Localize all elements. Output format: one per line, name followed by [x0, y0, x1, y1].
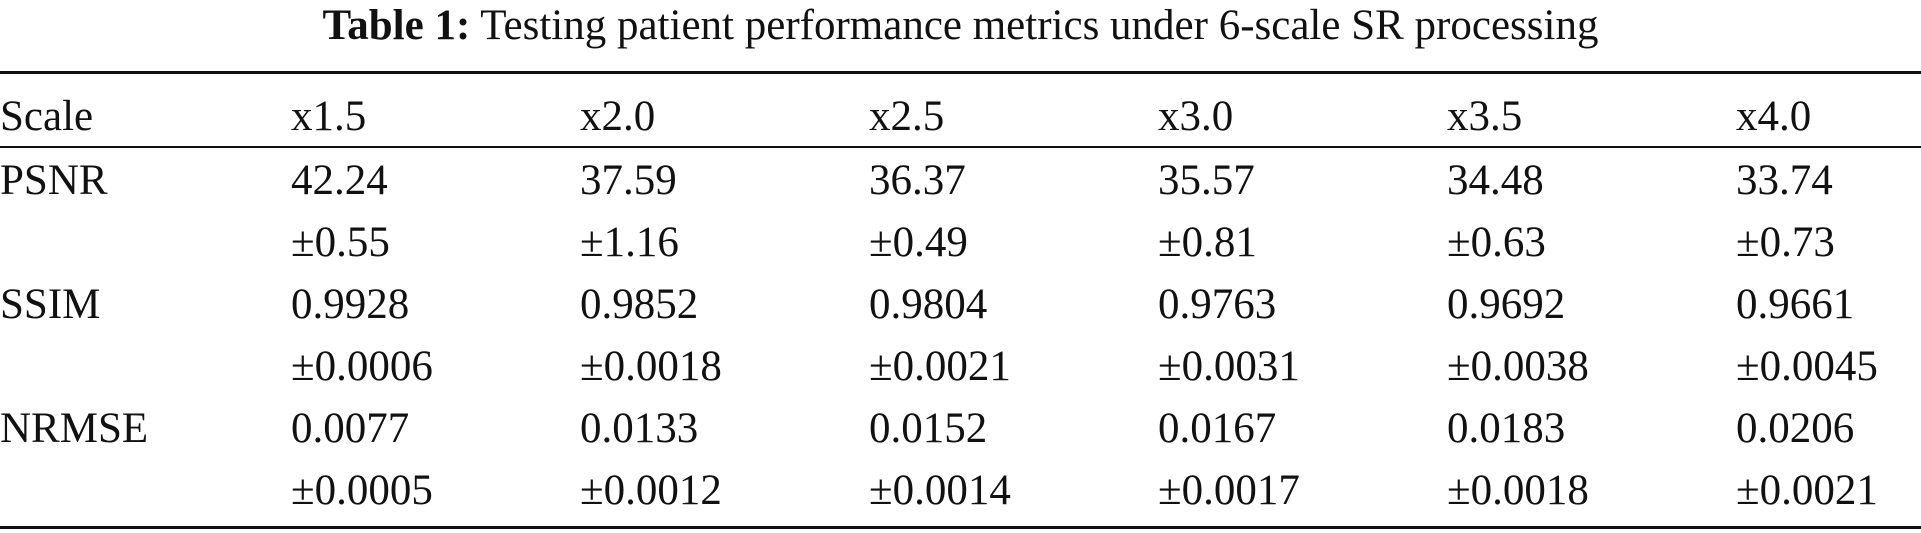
table-caption-label: Table 1:: [322, 2, 471, 49]
table-cell: 0.0167: [1158, 405, 1277, 452]
table-cell: 0.0206: [1736, 405, 1855, 452]
table-caption-text: Testing patient performance metrics unde…: [480, 2, 1599, 49]
table-cell: 0.9852: [580, 281, 699, 328]
table-cell: ±0.81: [1158, 219, 1257, 266]
table-cell: 37.59: [580, 157, 677, 204]
table-bottom-rule: [0, 526, 1921, 529]
table-cell: ±0.0031: [1158, 343, 1300, 390]
table-row-nrmse-sd: ±0.0005 ±0.0012 ±0.0014 ±0.0017 ±0.0018 …: [0, 460, 1921, 522]
table-cell: 0.9804: [869, 281, 988, 328]
metrics-table: Scale x1.5 x2.0 x2.5 x3.0 x3.5 x4.0 PSNR…: [0, 86, 1921, 522]
table-row-psnr-sd: ±0.55 ±1.16 ±0.49 ±0.81 ±0.63 ±0.73: [0, 212, 1921, 274]
table-cell-empty: [0, 212, 291, 274]
table-cell: 0.0077: [291, 405, 410, 452]
table-cell: 34.48: [1447, 157, 1544, 204]
table-cell: 33.74: [1736, 157, 1833, 204]
table-header-row: Scale x1.5 x2.0 x2.5 x3.0 x3.5 x4.0: [0, 86, 1921, 146]
table-caption: Table 1: Testing patient performance met…: [0, 2, 1921, 50]
table-cell: ±0.0021: [1736, 467, 1878, 514]
table-cell: ±0.55: [291, 219, 390, 266]
header-cell-scale: Scale: [0, 92, 94, 140]
table-cell: ±0.0014: [869, 467, 1011, 514]
table-cell: ±0.0018: [1447, 467, 1589, 514]
header-cell-x4-0: x4.0: [1736, 92, 1812, 140]
table-cell: ±0.0038: [1447, 343, 1589, 390]
header-cell-x1-5: x1.5: [291, 92, 367, 140]
table-row-ssim-sd: ±0.0006 ±0.0018 ±0.0021 ±0.0031 ±0.0038 …: [0, 336, 1921, 398]
header-cell-x3-0: x3.0: [1158, 92, 1234, 140]
header-cell-x2-0: x2.0: [580, 92, 656, 140]
table-cell: 0.9692: [1447, 281, 1566, 328]
table-cell-empty: [0, 460, 291, 522]
table-row-ssim-mean: SSIM 0.9928 0.9852 0.9804 0.9763 0.9692 …: [0, 274, 1921, 336]
table-header-rule: [0, 146, 1921, 148]
table-cell: ±0.0021: [869, 343, 1011, 390]
table-cell: 0.0152: [869, 405, 988, 452]
table-cell: 0.9928: [291, 281, 410, 328]
row-label-nrmse: NRMSE: [0, 405, 149, 452]
table-row-nrmse-mean: NRMSE 0.0077 0.0133 0.0152 0.0167 0.0183…: [0, 398, 1921, 460]
table-cell: 42.24: [291, 157, 388, 204]
table-cell: ±1.16: [580, 219, 679, 266]
header-cell-x3-5: x3.5: [1447, 92, 1523, 140]
table-cell: ±0.0005: [291, 467, 433, 514]
table-cell: ±0.0017: [1158, 467, 1300, 514]
table-cell-empty: [0, 336, 291, 398]
table-cell: ±0.0012: [580, 467, 722, 514]
table-cell: 0.9661: [1736, 281, 1855, 328]
table-cell: 35.57: [1158, 157, 1255, 204]
table-cell: ±0.0045: [1736, 343, 1878, 390]
table-cell: ±0.49: [869, 219, 968, 266]
table-cell: 0.9763: [1158, 281, 1277, 328]
table-cell: 0.0133: [580, 405, 699, 452]
table-cell: 36.37: [869, 157, 966, 204]
table-cell: ±0.63: [1447, 219, 1546, 266]
header-cell-x2-5: x2.5: [869, 92, 945, 140]
table-cell: 0.0183: [1447, 405, 1566, 452]
table-top-rule: [0, 71, 1921, 74]
table-cell: ±0.0006: [291, 343, 433, 390]
table-cell: ±0.73: [1736, 219, 1835, 266]
row-label-ssim: SSIM: [0, 281, 101, 328]
table-row-psnr-mean: PSNR 42.24 37.59 36.37 35.57 34.48 33.74: [0, 150, 1921, 212]
row-label-psnr: PSNR: [0, 157, 108, 204]
table-cell: ±0.0018: [580, 343, 722, 390]
